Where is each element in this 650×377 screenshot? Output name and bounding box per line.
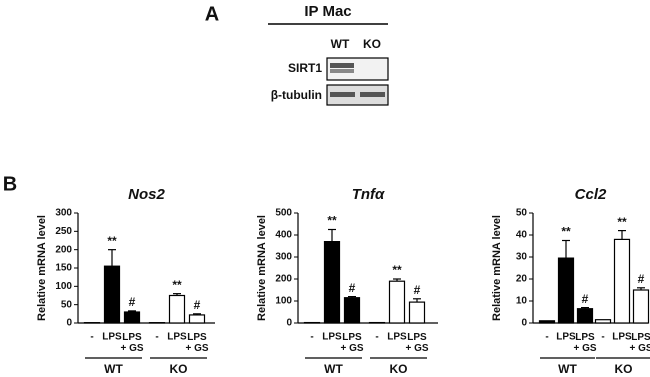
chart-title: Nos2 (128, 186, 165, 203)
y-tick-label: 0 (66, 318, 72, 329)
group-label: KO (615, 362, 633, 376)
panel-label: A (205, 3, 219, 25)
y-tick-label: 20 (516, 274, 528, 285)
significance-label: ** (561, 225, 571, 239)
significance-label: # (194, 298, 201, 312)
blot-title: IP Mac (304, 3, 351, 20)
y-tick-label: 0 (286, 318, 292, 329)
group-label: KO (170, 362, 188, 376)
y-tick-label: 150 (55, 263, 72, 274)
x-tick-label: LPS + GS (573, 332, 596, 354)
x-tick-label: LPS (556, 332, 576, 343)
significance-label: # (638, 272, 645, 286)
x-tick-label: - (601, 332, 604, 343)
chart-title: Tnfα (352, 186, 385, 203)
y-tick-label: 250 (55, 226, 72, 237)
chart-title: Ccl2 (575, 186, 607, 203)
group-label: KO (390, 362, 408, 376)
bar (613, 238, 631, 324)
bar (103, 265, 121, 324)
significance-label: ** (327, 214, 337, 228)
bar (168, 294, 186, 324)
bar (557, 257, 575, 324)
y-tick-label: 300 (275, 252, 292, 263)
row-label: SIRT1 (288, 61, 322, 75)
bar (188, 314, 206, 324)
y-tick-label: 30 (516, 252, 528, 263)
y-tick-label: 500 (275, 208, 292, 219)
y-tick-label: 200 (55, 244, 72, 255)
x-tick-label: - (155, 332, 158, 343)
x-tick-label: LPS + GS (340, 332, 363, 354)
y-axis-label: Relative mRNA level (491, 215, 503, 321)
blot (326, 57, 389, 106)
significance-label: ** (392, 263, 402, 277)
y-tick-label: 50 (516, 208, 528, 219)
significance-label: ** (172, 278, 182, 292)
x-tick-label: - (545, 332, 548, 343)
bar (538, 320, 556, 324)
bar (408, 301, 426, 324)
x-tick-label: LPS + GS (120, 332, 143, 354)
x-tick-label: LPS (167, 332, 187, 343)
bar (632, 289, 650, 324)
group-label: WT (558, 362, 577, 376)
bar (594, 319, 612, 324)
y-tick-label: 200 (275, 274, 292, 285)
bar (343, 297, 361, 324)
significance-label: # (349, 281, 356, 295)
y-axis-label: Relative mRNA level (36, 215, 48, 321)
lane-label: KO (363, 37, 381, 51)
y-tick-label: 40 (516, 230, 528, 241)
x-tick-label: - (375, 332, 378, 343)
y-tick-label: 400 (275, 230, 292, 241)
y-tick-label: 300 (55, 208, 72, 219)
x-tick-label: LPS (387, 332, 407, 343)
x-tick-label: LPS + GS (629, 332, 650, 354)
bar (323, 241, 341, 324)
group-label: WT (324, 362, 343, 376)
y-tick-label: 100 (275, 296, 292, 307)
y-axis-label: Relative mRNA level (256, 215, 268, 321)
x-tick-label: LPS (102, 332, 122, 343)
x-tick-label: LPS (322, 332, 342, 343)
x-tick-label: - (310, 332, 313, 343)
bar (576, 308, 594, 324)
bar (123, 311, 141, 324)
x-tick-label: LPS + GS (405, 332, 428, 354)
x-tick-label: LPS (612, 332, 632, 343)
group-label: WT (104, 362, 123, 376)
panel-label: B (3, 173, 17, 195)
row-label: β-tubulin (271, 88, 322, 102)
significance-label: # (582, 292, 589, 306)
significance-label: ** (617, 215, 627, 229)
significance-label: ** (107, 234, 117, 248)
y-tick-label: 10 (516, 296, 528, 307)
significance-label: # (129, 295, 136, 309)
lane-label: WT (331, 37, 350, 51)
y-tick-label: 100 (55, 281, 72, 292)
y-tick-label: 50 (61, 299, 73, 310)
y-tick-label: 0 (521, 318, 527, 329)
significance-label: # (414, 283, 421, 297)
x-tick-label: LPS + GS (185, 332, 208, 354)
bar (388, 280, 406, 324)
x-tick-label: - (90, 332, 93, 343)
